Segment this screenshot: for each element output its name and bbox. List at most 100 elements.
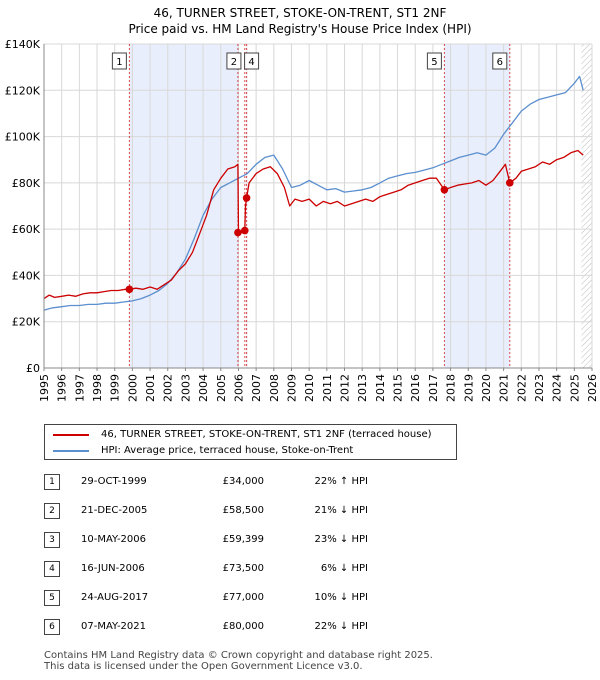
sales-table-row: 3 10-MAY-2006 £59,399 23% ↓ HPI [44, 532, 424, 548]
legend-label-hpi: HPI: Average price, terraced house, Stok… [101, 445, 354, 456]
legend-swatch-hpi [53, 450, 89, 452]
x-tick-label: 2009 [285, 374, 298, 402]
y-tick-label: £100K [5, 131, 41, 144]
sale-number: 2 [44, 503, 60, 519]
sale-price: £80,000 [222, 621, 264, 632]
x-tick-label: 2023 [533, 374, 546, 402]
sale-label-box [426, 52, 442, 70]
legend: 46, TURNER STREET, STOKE-ON-TRENT, ST1 2… [44, 424, 457, 460]
x-tick-label: 2000 [126, 374, 139, 402]
chart-subtitle: Price paid vs. HM Land Registry's House … [128, 22, 472, 36]
x-tick-label: 2025 [568, 374, 581, 402]
sale-point [242, 194, 251, 202]
sale-date: 16-JUN-2006 [81, 563, 145, 574]
sale-date: 24-AUG-2017 [81, 592, 149, 603]
sale-hpi-change: 6% ↓ HPI [320, 563, 368, 574]
x-tick-label: 2006 [232, 374, 245, 402]
y-tick-label: £40K [12, 269, 41, 282]
legend-label-property: 46, TURNER STREET, STOKE-ON-TRENT, ST1 2… [101, 429, 432, 440]
sale-points [125, 179, 514, 294]
axes: £0 £20K £40K £60K £80K £100K £120K £140K 1995 199… [5, 38, 599, 402]
x-tick-label: 2005 [215, 374, 228, 402]
x-tick-label: 2007 [250, 374, 263, 402]
sale-point [125, 285, 134, 294]
sales-table-row: 1 29-OCT-1999 £34,000 22% ↑ HPI [44, 474, 424, 490]
sale-price: £73,500 [222, 563, 264, 574]
sale-point [241, 226, 249, 235]
sale-price: £59,399 [222, 534, 264, 545]
x-tick-label: 2022 [515, 374, 528, 402]
sale-vlines [128, 44, 511, 368]
sale-date: 21-DEC-2005 [81, 505, 148, 516]
x-tick-label: 2024 [551, 374, 564, 402]
sale-label: 6 [492, 52, 508, 70]
series-lines [43, 75, 584, 311]
x-tick-label: 2002 [162, 374, 175, 402]
sale-label-text: 2 [231, 57, 237, 68]
x-tick-label: 2004 [197, 374, 210, 402]
sale-label-box [492, 52, 508, 70]
chart-title-line1: 46, TURNER STREET, STOKE-ON-TRENT, ST1 2… [153, 6, 447, 20]
sale-hpi-change: 21% ↓ HPI [314, 505, 368, 516]
sale-date: 10-MAY-2006 [81, 534, 147, 545]
sale-label-box [244, 52, 260, 70]
sales-table-row: 4 16-JUN-2006 £73,500 6% ↓ HPI [44, 561, 424, 577]
forecast-hatch [581, 44, 592, 368]
x-tick-label: 1998 [91, 374, 104, 402]
sale-number: 6 [44, 619, 60, 635]
x-tick-label: 2020 [480, 374, 493, 402]
y-tick-label: £60K [12, 223, 41, 236]
sale-hpi-change: 22% ↑ HPI [314, 476, 368, 487]
x-tick-label: 1999 [109, 374, 122, 402]
sale-hpi-change: 23% ↓ HPI [314, 534, 368, 545]
shaded-period [444, 44, 510, 368]
x-tick-label: 2010 [303, 374, 316, 402]
sale-label: 4 [244, 52, 260, 70]
x-tick-label: 2011 [321, 374, 334, 402]
sale-label: 1 [111, 52, 127, 70]
x-tick-label: 2015 [392, 374, 405, 402]
sale-label-text: 1 [116, 57, 122, 68]
x-tick-label: 1997 [73, 374, 86, 402]
sale-label-text: 4 [248, 57, 254, 68]
sale-point [440, 186, 449, 194]
sale-label-text: 6 [497, 57, 503, 68]
x-tick-label: 2016 [409, 374, 422, 402]
sales-table-row: 5 24-AUG-2017 £77,000 10% ↓ HPI [44, 590, 424, 606]
sale-price: £34,000 [222, 476, 264, 487]
x-tick-label: 2019 [462, 374, 475, 402]
y-tick-label: £120K [5, 84, 41, 97]
sale-number: 1 [44, 474, 60, 490]
sale-label-text: 5 [431, 57, 437, 68]
x-tick-label: 2001 [144, 374, 157, 402]
hpi-line [43, 75, 584, 311]
y-tick-label: £20K [12, 316, 41, 329]
chart-title: 46, TURNER STREET, STOKE-ON-TRENT, ST1 2… [0, 5, 600, 37]
x-tick-label: 2017 [427, 374, 440, 402]
y-tick-label: £0 [26, 362, 40, 375]
sale-date: 07-MAY-2021 [81, 621, 147, 632]
x-tick-label: 1995 [38, 374, 51, 402]
sale-label: 2 [226, 52, 242, 70]
x-tick-label: 2014 [374, 374, 387, 402]
y-tick-label: £80K [12, 177, 41, 190]
sale-price: £77,000 [222, 592, 264, 603]
property-price-line [43, 149, 584, 300]
x-tick-label: 1996 [56, 374, 69, 402]
sale-point [506, 179, 514, 187]
sale-number: 5 [44, 590, 60, 606]
x-tick-label: 2026 [586, 374, 599, 402]
sale-number: 3 [44, 532, 60, 548]
footer-line2: This data is licensed under the Open Gov… [44, 661, 363, 672]
footer-line1: Contains HM Land Registry data © Crown c… [44, 650, 433, 661]
x-tick-label: 2003 [179, 374, 192, 402]
legend-swatch-property [53, 434, 89, 436]
x-tick-label: 2008 [268, 374, 281, 402]
sale-label-box [226, 52, 242, 70]
sale-hpi-change: 22% ↓ HPI [314, 621, 368, 632]
sale-number: 4 [44, 561, 60, 577]
sale-price: £58,500 [222, 505, 264, 516]
sale-date: 29-OCT-1999 [81, 476, 147, 487]
sale-point [234, 228, 242, 237]
